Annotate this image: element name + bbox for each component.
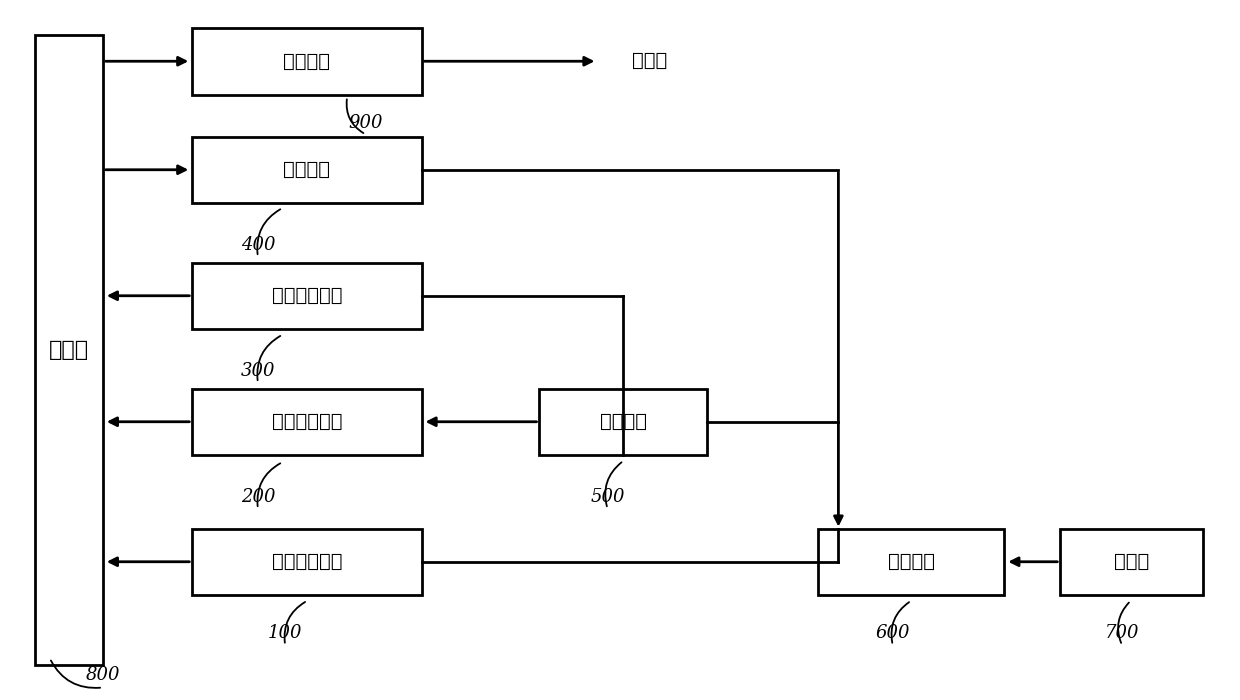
Bar — [1060, 528, 1203, 595]
Bar — [192, 136, 422, 203]
Text: 700: 700 — [1105, 624, 1140, 643]
Bar — [818, 528, 1004, 595]
Text: 控制器: 控制器 — [48, 340, 89, 360]
Text: 电视机: 电视机 — [632, 51, 667, 71]
Text: 300: 300 — [241, 362, 275, 380]
Text: 600: 600 — [875, 624, 910, 643]
Text: 解码电路: 解码电路 — [284, 52, 330, 71]
Text: 电感电路: 电感电路 — [600, 412, 646, 431]
Bar — [192, 28, 422, 94]
Text: 高通处理电路: 高通处理电路 — [272, 552, 342, 571]
Text: 800: 800 — [86, 666, 120, 685]
Text: 100: 100 — [268, 624, 303, 643]
Bar — [539, 389, 707, 455]
Text: 带通处理电路: 带通处理电路 — [272, 412, 342, 431]
Text: 400: 400 — [241, 236, 275, 254]
Text: 低通处理电路: 低通处理电路 — [272, 286, 342, 305]
Text: 转换器: 转换器 — [1114, 552, 1149, 571]
Text: 发射电路: 发射电路 — [284, 160, 330, 179]
Text: 同轴电缆: 同轴电缆 — [888, 552, 935, 571]
Bar — [192, 389, 422, 455]
Bar — [35, 35, 103, 665]
Text: 900: 900 — [348, 113, 383, 132]
Text: 500: 500 — [590, 488, 625, 506]
Bar — [192, 262, 422, 329]
Text: 200: 200 — [241, 488, 275, 506]
Bar — [192, 528, 422, 595]
